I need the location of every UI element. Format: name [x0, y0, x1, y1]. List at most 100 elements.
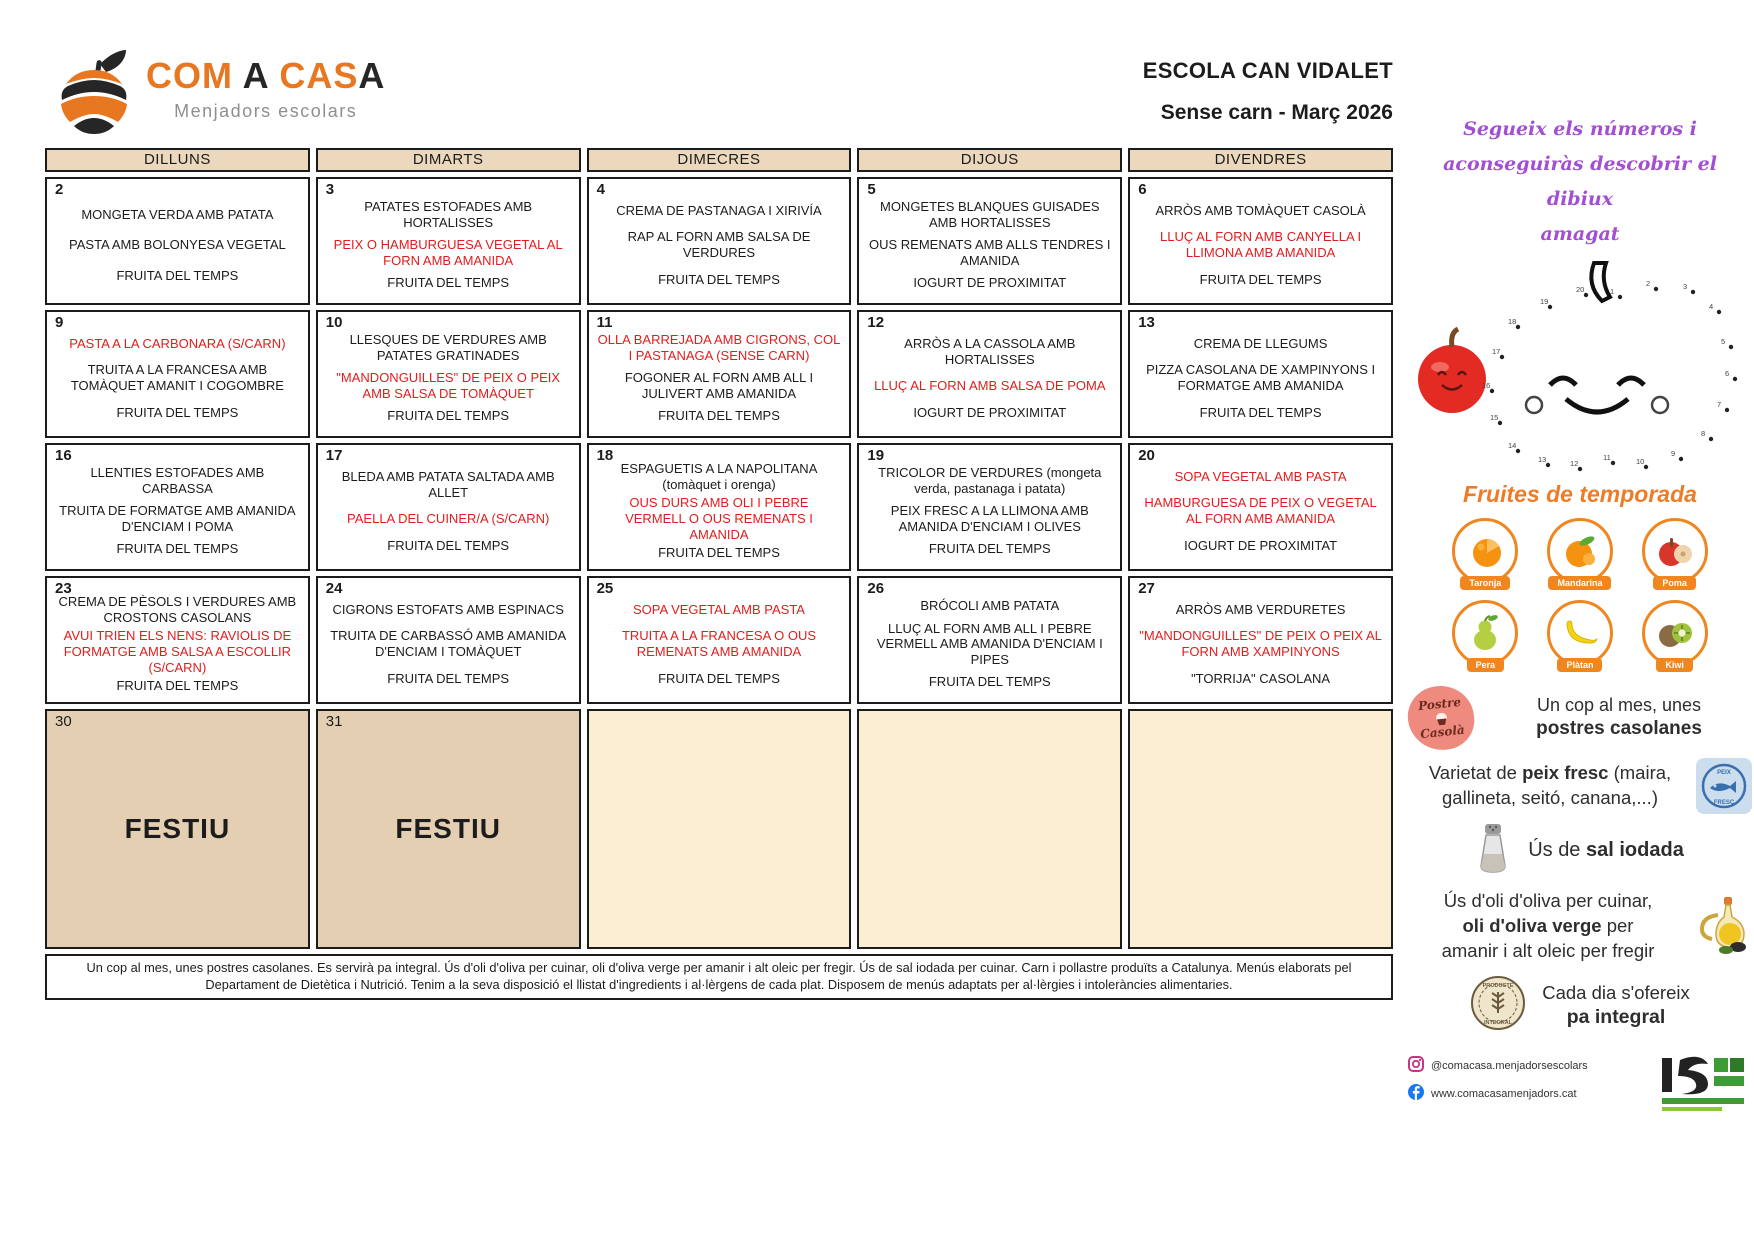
day-number: 26 [867, 580, 885, 597]
menu-item: LLESQUES DE VERDURES AMB PATATES GRATINA… [349, 332, 547, 363]
menu-item: TRUITA DE FORMATGE AMB AMANIDA D'ENCIAM … [59, 503, 296, 534]
logo-title: COM A CASA [146, 58, 385, 94]
day-cell: 19 TRICOLOR DE VERDURES (mongeta verda, p… [857, 443, 1123, 571]
day-number: 6 [1138, 181, 1147, 198]
menu-month-title: Sense carn - Març 2026 [1160, 101, 1393, 124]
day-header: DIVENDRES [1128, 148, 1393, 172]
fresh-fish-row: Varietat de peix fresc (maira, gallineta… [1408, 757, 1752, 814]
menu-item: PASTA AMB BOLONYESA VEGETAL [69, 237, 286, 253]
fish-badge-bottom-label: FRESC [1714, 800, 1735, 806]
dessert-text: Un cop al mes, unes postres casolanes [1486, 694, 1752, 742]
menu-item: LLUÇ AL FORN AMB SALSA DE POMA [874, 378, 1106, 393]
menu-item: FRUITA DEL TEMPS [116, 678, 239, 694]
day-number: 4 [596, 181, 605, 198]
partner-logo [1656, 1052, 1752, 1121]
orange-icon [1452, 517, 1519, 584]
fruits-grid: Taronja Mandarina Poma Pera Plàtan Kiwi [1446, 517, 1714, 672]
page-header: ESCOLA CAN VIDALET Sense carn - Març 202… [845, 58, 1393, 125]
day-cell [857, 709, 1123, 949]
day-number: 18 [596, 447, 614, 464]
menu-item: LLENTIES ESTOFADES AMB CARBASSA [90, 465, 265, 496]
banana-icon [1546, 599, 1613, 666]
svg-text:1: 1 [1610, 287, 1614, 296]
day-number: 30 [55, 713, 72, 730]
menu-items: CIGRONS ESTOFATS AMB ESPINACS TRUITA DE C… [318, 578, 579, 702]
menu-item: FRUITA DEL TEMPS [928, 541, 1051, 557]
calendar-body: 2 MONGETA VERDA AMB PATATA PASTA AMB BOLON… [45, 177, 1393, 949]
logo-title-part: A [358, 55, 386, 96]
menu-item: TRICOLOR DE VERDURES (mongeta verda, pas… [878, 465, 1102, 496]
day-number: 16 [55, 447, 72, 464]
oil-cruet-icon [1690, 893, 1752, 960]
fruit-badge: Pera [1452, 599, 1519, 672]
fruit-badge: Taronja [1452, 517, 1519, 590]
fruit-label: Kiwi [1656, 657, 1693, 672]
menu-items: PATATES ESTOFADES AMB HORTALISSES PEIX O … [318, 179, 579, 303]
logo-title-part: CAS [279, 55, 359, 96]
svg-text:7: 7 [1717, 400, 1721, 409]
day-cell: 5 MONGETES BLANQUES GUISADES AMB HORTALIS… [857, 177, 1123, 305]
festiu-label: FESTIU [395, 813, 501, 844]
menu-item: FRUITA DEL TEMPS [387, 670, 510, 686]
day-cell [1128, 709, 1393, 949]
menu-item: PASTA A LA CARBONARA (S/CARN) [69, 335, 286, 351]
menu-item: BLEDA AMB PATATA SALTADA AMB ALLET [341, 468, 555, 500]
day-header: DIJOUS [857, 148, 1123, 172]
day-cell: 4 CREMA DE PASTANAGA I XIRIVÍA RAP AL FORN… [586, 177, 852, 305]
day-cell: 2 MONGETA VERDA AMB PATATA PASTA AMB BOLON… [45, 177, 310, 305]
menu-item: SOPA VEGETAL AMB PASTA [1174, 468, 1347, 484]
menu-item: PAELLA DEL CUINER/A (S/CARN) [347, 511, 550, 526]
menu-item: CREMA DE LLEGUMS [1193, 335, 1328, 351]
integral-stamp-icon: PRODUCTE INTEGRAL [1470, 975, 1526, 1036]
day-cell: 6 ARRÒS AMB TOMÀQUET CASOLÀ LLUÇ AL FORN A… [1128, 177, 1393, 305]
day-cell: 3 PATATES ESTOFADES AMB HORTALISSES PEIX O… [315, 177, 581, 305]
menu-item: ESPAGUETIS A LA NAPOLITANA (tomàquet i o… [620, 461, 818, 492]
svg-text:9: 9 [1671, 449, 1675, 458]
salt-shaker-icon [1476, 822, 1510, 879]
svg-text:5: 5 [1721, 337, 1725, 346]
menu-item: OLLA BARREJADA AMB CIGRONS, COL I PASTAN… [597, 332, 841, 363]
menu-item: FRUITA DEL TEMPS [387, 537, 510, 553]
logo-subtitle: Menjadors escolars [174, 101, 358, 121]
dessert-line1: Un cop al mes, unes [1536, 694, 1702, 715]
svg-text:11: 11 [1603, 453, 1611, 462]
logo-text: COM A CASA Menjadors escolars [146, 58, 385, 122]
com-a-casa-logo: COM A CASA Menjadors escolars [56, 48, 385, 141]
facebook-row: www.comacasamenjadors.cat [1408, 1084, 1650, 1103]
svg-text:2: 2 [1646, 279, 1650, 288]
day-number: 9 [55, 314, 64, 331]
bread-line1: Cada dia s'ofereix [1542, 982, 1690, 1004]
homemade-dessert-row: Postre Casolà Un cop al mes, unes postre… [1404, 682, 1752, 753]
calendar-week-row: 16 LLENTIES ESTOFADES AMB CARBASSA TRUITA … [45, 443, 1393, 571]
social-links-block: @comacasa.menjadorsescolars www.comacasa… [1408, 1052, 1752, 1121]
day-cell: 11 OLLA BARREJADA AMB CIGRONS, COL I PAST… [586, 310, 852, 438]
day-cell: 27 ARRÒS AMB VERDURETES "MANDONGUILLES" DE… [1128, 576, 1393, 704]
menu-item: LLUÇ AL FORN AMB CANYELLA I LLIMONA AMB … [1160, 229, 1362, 260]
menu-item: CIGRONS ESTOFATS AMB ESPINACS [332, 601, 564, 617]
dots-title: Segueix els números i aconseguiràs descob… [1408, 112, 1752, 253]
menu-item: SOPA VEGETAL AMB PASTA [633, 601, 805, 617]
menu-item: OUS REMENATS AMB ALLS TENDRES I AMANIDA [869, 237, 1111, 268]
stamp-bottom-label: INTEGRAL [1484, 1020, 1513, 1026]
svg-text:12: 12 [1570, 459, 1578, 468]
olive-oil-text: Ús d'oli d'oliva per cuinar, oli d'oliva… [1408, 889, 1688, 964]
menu-items: CREMA DE PASTANAGA I XIRIVÍA RAP AL FORN … [589, 179, 850, 303]
menu-item: CREMA DE PASTANAGA I XIRIVÍA [616, 202, 822, 218]
fruit-label: Pera [1466, 657, 1505, 672]
menu-items: ESPAGUETIS A LA NAPOLITANA (tomàquet i o… [589, 445, 850, 569]
menu-item: HAMBURGUESA DE PEIX O VEGETAL AL FORN AM… [1144, 495, 1377, 526]
salt-text-bold: sal iodada [1586, 838, 1684, 861]
menu-item: FRUITA DEL TEMPS [387, 275, 510, 291]
svg-text:16: 16 [1482, 381, 1490, 390]
day-cell: 12 ARRÒS A LA CASSOLA AMB HORTALISSES LLUÇ… [857, 310, 1123, 438]
day-cell: 17 BLEDA AMB PATATA SALTADA AMB ALLET PAEL… [315, 443, 581, 571]
menu-items: TRICOLOR DE VERDURES (mongeta verda, pas… [859, 445, 1120, 569]
menu-items: PASTA A LA CARBONARA (S/CARN) TRUITA A LA… [47, 312, 308, 436]
menu-item: CREMA DE PÈSOLS I VERDURES AMB CROSTONS … [58, 594, 297, 625]
menu-item: LLUÇ AL FORN AMB ALL I PEBRE VERMELL AMB… [876, 620, 1103, 667]
svg-text:18: 18 [1508, 317, 1516, 326]
day-number: 11 [596, 314, 613, 331]
svg-text:4: 4 [1709, 302, 1713, 311]
svg-text:19: 19 [1540, 297, 1548, 306]
